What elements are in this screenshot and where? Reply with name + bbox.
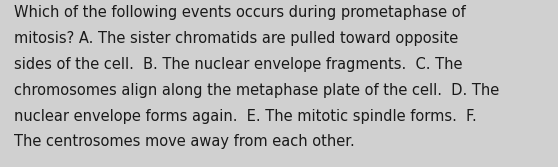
- Text: sides of the cell.  B. The nuclear envelope fragments.  C. The: sides of the cell. B. The nuclear envelo…: [14, 57, 463, 72]
- Text: chromosomes align along the metaphase plate of the cell.  D. The: chromosomes align along the metaphase pl…: [14, 83, 499, 98]
- Text: The centrosomes move away from each other.: The centrosomes move away from each othe…: [14, 134, 355, 149]
- Text: Which of the following events occurs during prometaphase of: Which of the following events occurs dur…: [14, 5, 466, 20]
- Text: nuclear envelope forms again.  E. The mitotic spindle forms.  F.: nuclear envelope forms again. E. The mit…: [14, 109, 477, 124]
- Text: mitosis? A. The sister chromatids are pulled toward opposite: mitosis? A. The sister chromatids are pu…: [14, 31, 458, 46]
